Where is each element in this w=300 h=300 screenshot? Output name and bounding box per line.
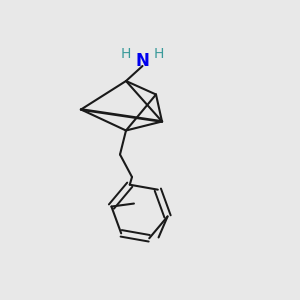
Text: H: H (153, 47, 164, 61)
Text: H: H (121, 47, 131, 61)
Text: N: N (136, 52, 149, 70)
